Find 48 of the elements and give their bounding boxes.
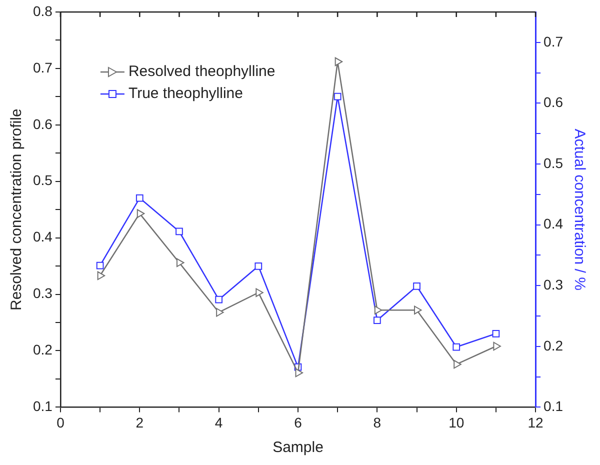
y2-tick-label: 0.2	[544, 337, 564, 354]
x-tick-label: 12	[528, 414, 544, 430]
y2-tick-label: 0.5	[544, 154, 564, 171]
y-tick-label: 0.8	[32, 2, 53, 19]
y-tick-label: 0.5	[32, 172, 53, 188]
x-tick-label: 6	[294, 414, 302, 430]
point	[414, 306, 422, 314]
y2-tick-label: 0.3	[544, 276, 564, 292]
point	[452, 343, 460, 351]
point	[215, 296, 223, 304]
y2-tick-label: 0.6	[544, 94, 564, 110]
point	[176, 228, 183, 236]
point	[374, 306, 382, 314]
point	[413, 282, 420, 290]
y-tick-label: 0.7	[32, 59, 53, 76]
x-tick-label: 4	[214, 414, 223, 430]
point	[136, 194, 144, 202]
legend-label: True theophylline	[128, 85, 243, 102]
point	[254, 262, 262, 270]
x-tick-label: 0	[56, 414, 65, 430]
point	[96, 262, 104, 270]
legend-label: Resolved theophylline	[128, 63, 276, 80]
x-tick-label: 2	[136, 414, 144, 430]
x-tick-label: 10	[448, 414, 464, 430]
x-tick-label: 8	[373, 414, 382, 430]
point	[492, 330, 500, 338]
point	[493, 342, 501, 351]
point	[97, 271, 106, 280]
point	[454, 360, 462, 369]
point	[374, 316, 381, 324]
y-tick-label: 0.2	[32, 342, 53, 358]
point	[256, 288, 264, 297]
y-tick-label: 0.3	[32, 285, 53, 302]
point	[176, 258, 184, 268]
point	[295, 368, 303, 378]
point	[216, 308, 224, 317]
point	[334, 92, 342, 100]
y-tick-label: 0.4	[32, 228, 53, 245]
y2-tick-label: 0.7	[544, 33, 564, 50]
y-tick-label: 0.1	[32, 398, 53, 414]
y2-axis-title: Actual concentration / %	[570, 128, 588, 290]
point	[136, 209, 145, 218]
y2-tick-label: 0.1	[544, 398, 564, 414]
y-tick-label: 0.6	[32, 116, 53, 132]
point	[334, 57, 343, 66]
y-axis-title: Resolved concentration profile	[8, 108, 26, 310]
y2-tick-label: 0.4	[544, 216, 564, 232]
x-axis-title: Sample	[272, 439, 324, 456]
